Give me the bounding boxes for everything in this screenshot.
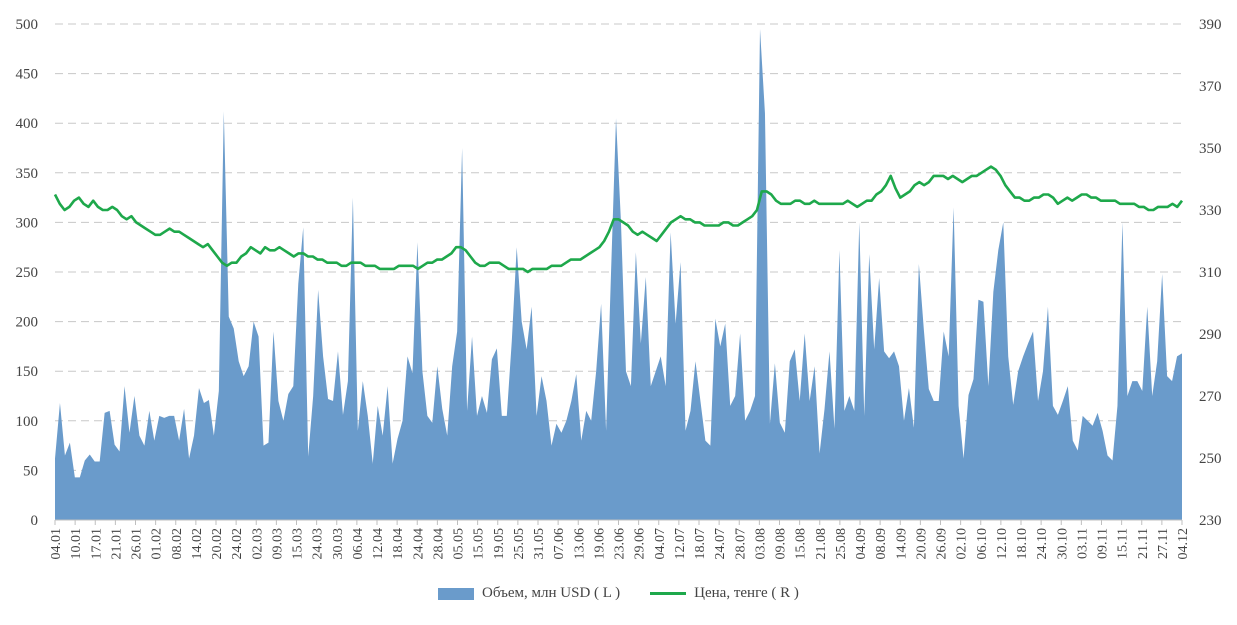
x-tick-label-12: 15.03 [291, 528, 306, 560]
x-tick-label-27: 19.06 [592, 528, 607, 560]
x-tick-label-9: 24.02 [230, 528, 245, 560]
x-tick-label-30: 04.07 [653, 528, 668, 560]
legend-label-price: Цена, тенге ( R ) [694, 585, 799, 601]
series-price-line [53, 165, 1184, 274]
series-volume-area [55, 28, 1182, 521]
x-tick-label-50: 30.10 [1055, 528, 1070, 560]
x-tick-label-15: 06.04 [351, 528, 366, 560]
y-left-tick-label-6: 300 [16, 215, 39, 231]
x-tick-label-20: 05.05 [452, 528, 467, 560]
x-tick-label-4: 26.01 [130, 528, 145, 560]
x-tick-label-3: 21.01 [109, 528, 124, 560]
y-left-tick-label-9: 450 [16, 67, 39, 83]
y-left-tick-label-8: 400 [16, 116, 39, 132]
x-tick-label-25: 07.06 [552, 528, 567, 560]
x-tick-label-5: 01.02 [150, 528, 165, 560]
x-tick-label-55: 27.11 [1156, 528, 1171, 559]
x-tick-label-46: 06.10 [975, 528, 990, 560]
x-tick-label-8: 20.02 [210, 528, 225, 560]
x-tick-label-22: 19.05 [492, 528, 507, 560]
y-right-tick-label-3: 290 [1199, 327, 1222, 343]
x-tick-label-23: 25.05 [512, 528, 527, 560]
x-tick-label-29: 29.06 [633, 528, 648, 560]
x-tick-label-39: 25.08 [834, 528, 849, 560]
y-right-tick-label-7: 370 [1199, 79, 1222, 95]
x-tick-label-45: 02.10 [955, 528, 970, 560]
x-tick-label-54: 21.11 [1136, 528, 1151, 559]
x-tick-label-0: 04.01 [49, 528, 64, 560]
y-right-tick-label-6: 350 [1199, 141, 1222, 157]
x-tick-label-53: 15.11 [1116, 528, 1131, 559]
x-tick-label-1: 10.01 [69, 528, 84, 560]
y-left-tick-label-4: 200 [16, 315, 39, 331]
x-tick-label-21: 15.05 [472, 528, 487, 560]
legend-label-volume: Объем, млн USD ( L ) [482, 585, 621, 601]
legend-item-price: Цена, тенге ( R ) [650, 585, 799, 602]
y-right-tick-label-2: 270 [1199, 389, 1222, 405]
x-tick-label-43: 20.09 [914, 528, 929, 560]
x-tick-label-11: 09.03 [270, 528, 285, 560]
y-right-tick-label-4: 310 [1199, 265, 1222, 281]
x-tick-label-28: 23.06 [613, 528, 628, 560]
x-tick-label-32: 18.07 [693, 528, 708, 560]
x-tick-label-41: 08.09 [874, 528, 889, 560]
y-left-tick-label-2: 100 [16, 414, 39, 430]
x-tick-label-24: 31.05 [532, 528, 547, 560]
chart-legend: Объем, млн USD ( L ) Цена, тенге ( R ) [0, 585, 1237, 602]
y-right-tick-label-5: 330 [1199, 203, 1222, 219]
x-tick-label-51: 03.11 [1075, 528, 1090, 559]
x-tick-label-47: 12.10 [995, 528, 1010, 560]
x-tick-label-26: 13.06 [572, 528, 587, 560]
x-tick-label-49: 24.10 [1035, 528, 1050, 560]
y-left-tick-label-0: 0 [31, 513, 39, 529]
x-tick-label-36: 09.08 [774, 528, 789, 560]
legend-swatch-volume [438, 587, 475, 600]
y-right-tick-label-8: 390 [1199, 17, 1222, 33]
x-tick-label-19: 28.04 [431, 528, 446, 560]
chart-svg: 0 50 100 150 200 250 300 350 400 450 500 230 250 270 2… [16, 17, 1222, 560]
x-tick-label-56: 04.12 [1176, 528, 1191, 560]
x-tick-label-48: 18.10 [1015, 528, 1030, 560]
x-tick-label-42: 14.09 [894, 528, 909, 560]
x-tick-label-35: 03.08 [753, 528, 768, 560]
y-left-tick-label-7: 350 [16, 166, 39, 182]
x-tick-label-37: 15.08 [794, 528, 809, 560]
y-left-tick-label-3: 150 [16, 364, 39, 380]
x-tick-label-2: 17.01 [89, 528, 104, 560]
y-right-tick-label-1: 250 [1199, 451, 1222, 467]
x-tick-label-33: 24.07 [713, 528, 728, 560]
x-tick-label-7: 14.02 [190, 528, 205, 560]
x-tick-label-17: 18.04 [391, 528, 406, 560]
x-tick-label-14: 30.03 [331, 528, 346, 560]
y-right-tick-label-0: 230 [1199, 513, 1222, 529]
y-left-tick-label-1: 50 [23, 463, 38, 479]
x-tick-label-13: 24.03 [311, 528, 326, 560]
x-tick-label-34: 28.07 [733, 528, 748, 560]
x-tick-label-31: 12.07 [673, 528, 688, 560]
x-tick-label-18: 24.04 [411, 528, 426, 560]
x-tick-label-6: 08.02 [170, 528, 185, 560]
x-tick-label-10: 02.03 [250, 528, 265, 560]
legend-item-volume: Объем, млн USD ( L ) [438, 585, 620, 602]
x-tick-label-38: 21.08 [814, 528, 829, 560]
x-tick-label-52: 09.11 [1096, 528, 1111, 559]
y-left-tick-label-10: 500 [16, 17, 39, 33]
x-tick-label-40: 04.09 [854, 528, 869, 560]
y-left-tick-label-5: 250 [16, 265, 39, 281]
legend-swatch-price [650, 592, 687, 595]
x-tick-label-16: 12.04 [371, 528, 386, 560]
x-tick-label-44: 26.09 [935, 528, 950, 560]
